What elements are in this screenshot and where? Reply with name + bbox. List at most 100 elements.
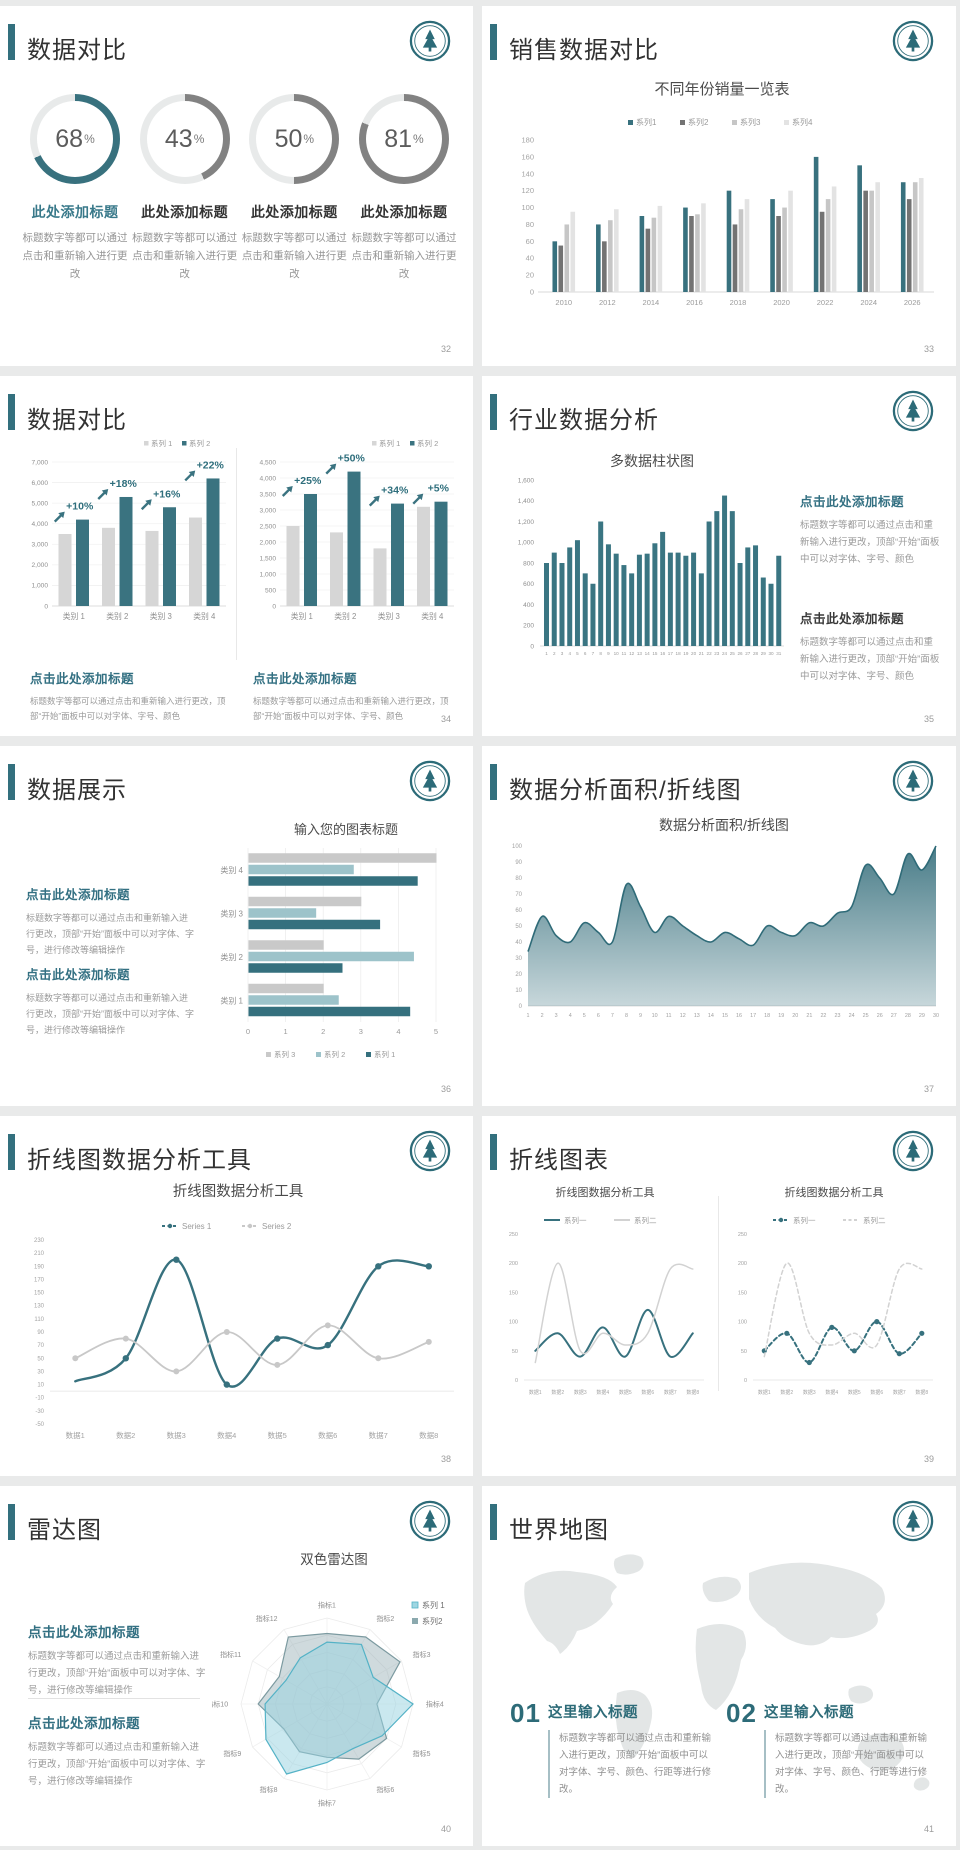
item-title: 这里输入标题 (764, 1705, 854, 1721)
svg-text:400: 400 (523, 602, 534, 609)
svg-text:13: 13 (637, 651, 643, 656)
svg-text:系列 1: 系列 1 (422, 1600, 445, 1610)
svg-text:4: 4 (569, 1013, 572, 1019)
svg-text:2: 2 (553, 651, 556, 656)
slide-title: 行业数据分析 (509, 407, 659, 434)
svg-text:2024: 2024 (860, 298, 877, 307)
donut-percent-sign: % (84, 132, 95, 146)
line-chart: 折线图数据分析工具 Series 1 Series 2 230 210 190 170 150… (12, 1172, 464, 1466)
svg-text:8: 8 (599, 651, 602, 656)
svg-text:指标2: 指标2 (376, 1614, 394, 1623)
school-logo-icon (409, 760, 451, 802)
svg-text:29: 29 (919, 1013, 925, 1019)
svg-text:1: 1 (527, 1013, 530, 1019)
note-body: 标题数字等都可以通过点击和重新输入进行更改，顶部“开始”面板中可以对字体、字号、… (253, 696, 449, 722)
svg-text:0: 0 (519, 1004, 523, 1010)
svg-text:19: 19 (683, 651, 689, 656)
slide-34-data-comparison-bars[interactable]: 数据对比 系列 1 系列 2 0 1,000 2,000 3,000 4,000 5,000 6… (0, 376, 473, 736)
note-body: 标题数字等都可以通过点击和重新输入进行更改，顶部“开始”面板中可以对字体、字号、… (800, 520, 940, 566)
svg-text:0: 0 (246, 1027, 250, 1036)
svg-text:0: 0 (44, 603, 48, 610)
page-number: 37 (923, 1084, 934, 1094)
svg-text:数据8: 数据8 (419, 1430, 438, 1440)
svg-text:18: 18 (676, 651, 682, 656)
slide-35-industry-analysis[interactable]: 行业数据分析 多数据柱状图 0 200 400 600 800 1,000 1,200 1,40… (482, 376, 956, 736)
slide-41-world-map[interactable]: 世界地图 01 这里输入标题 标题数字等都可以通过点击和重新输入进行更改，顶部“… (482, 1486, 956, 1846)
svg-text:30: 30 (768, 651, 774, 656)
slide-33-sales-comparison[interactable]: 销售数据对比 不同年份销量一览表 系列1 系列2 系列3 系列4 0 20 40 60 80 100… (482, 6, 956, 366)
donut-title: 此处添加标题 (31, 204, 119, 220)
slide-37-area-line-chart[interactable]: 数据分析面积/折线图 数据分析面积/折线图 0 10 20 30 40 50 60 70 80 90… (482, 746, 956, 1106)
svg-text:类别 4: 类别 4 (421, 611, 444, 621)
svg-text:31: 31 (776, 651, 782, 656)
svg-text:6: 6 (597, 1013, 600, 1019)
svg-text:指标4: 指标4 (426, 1700, 444, 1709)
svg-text:系列2: 系列2 (688, 117, 709, 127)
school-logo-icon (409, 20, 451, 62)
svg-text:230: 230 (34, 1238, 45, 1244)
slide-title: 数据对比 (27, 407, 127, 434)
svg-text:70: 70 (37, 1343, 44, 1349)
svg-text:26: 26 (877, 1013, 883, 1019)
svg-text:17: 17 (668, 651, 674, 656)
svg-text:指标7: 指标7 (318, 1798, 336, 1807)
svg-text:50: 50 (741, 1349, 747, 1355)
svg-text:数据7: 数据7 (369, 1430, 388, 1440)
donut-title: 此处添加标题 (141, 204, 229, 220)
svg-text:1,000: 1,000 (31, 583, 48, 590)
svg-text:28: 28 (753, 651, 759, 656)
slide-40-radar-chart[interactable]: 雷达图 点击此处添加标题 标题数字等都可以通过点击和重新输入进行更改，顶部“开始… (0, 1486, 473, 1846)
svg-text:1,200: 1,200 (518, 519, 535, 526)
svg-text:2012: 2012 (599, 298, 616, 307)
slide-39-line-charts[interactable]: 折线图表 折线图数据分析工具 系列一 系列二 250 200 150 100 50 0 数据1 数据… (482, 1116, 956, 1476)
svg-text:数据4: 数据4 (596, 1389, 609, 1396)
svg-text:800: 800 (523, 560, 534, 567)
donut-item: 68% 此处添加标题 标题数字等都可以通过点击和重新输入进行更改 (22, 94, 128, 284)
slide-36-data-display[interactable]: 数据展示 点击此处添加标题 标题数字等都可以通过点击和重新输入进行更改，顶部“开… (0, 746, 473, 1106)
donut-item: 81% 此处添加标题 标题数字等都可以通过点击和重新输入进行更改 (351, 94, 457, 284)
donut-value: 81 (384, 124, 413, 153)
svg-text:0: 0 (515, 1378, 518, 1384)
svg-text:22: 22 (707, 651, 713, 656)
svg-text:18: 18 (764, 1013, 770, 1019)
svg-text:指标10: 指标10 (212, 1700, 228, 1709)
school-logo-icon (409, 1130, 451, 1172)
svg-text:24: 24 (849, 1013, 855, 1019)
note-title: 点击此处添加标题 (800, 612, 905, 626)
note-block: 点击此处添加标题 标题数字等都可以通过点击和重新输入进行更改，顶部“开始”面板中… (30, 668, 230, 725)
svg-text:+16%: +16% (153, 488, 181, 500)
svg-text:22: 22 (820, 1013, 826, 1019)
svg-text:数据2: 数据2 (551, 1389, 564, 1396)
svg-text:1,400: 1,400 (518, 498, 535, 505)
svg-text:70: 70 (515, 892, 522, 898)
donut-ring-chart: 81% (358, 94, 449, 184)
svg-text:类别 1: 类别 1 (63, 611, 85, 621)
svg-text:2018: 2018 (730, 298, 747, 307)
svg-text:2,000: 2,000 (31, 562, 48, 569)
svg-text:数据3: 数据3 (574, 1389, 587, 1396)
svg-text:26: 26 (737, 651, 743, 656)
page-number: 36 (440, 1084, 451, 1094)
mini-line-chart-left: 折线图数据分析工具 系列一 系列二 250 200 150 100 50 0 数据1 数据2 数据3 数… (496, 1178, 714, 1430)
svg-text:数据5: 数据5 (619, 1389, 632, 1396)
svg-text:100: 100 (509, 1320, 518, 1326)
svg-text:110: 110 (34, 1317, 44, 1323)
svg-text:50: 50 (37, 1356, 44, 1362)
slide-title: 销售数据对比 (509, 37, 659, 64)
world-map-silhouette (497, 1541, 942, 1826)
svg-text:系列二: 系列二 (863, 1215, 886, 1225)
svg-text:数据8: 数据8 (686, 1389, 699, 1396)
donut-ring-chart: 68% (30, 94, 120, 184)
slide-38-line-analysis-tool[interactable]: 折线图数据分析工具 折线图数据分析工具 Series 1 Series 2 230 21… (0, 1116, 473, 1476)
slide-32-data-comparison[interactable]: 数据对比 68% 此处添加标题 标题数字等都可以通过点击和重新输入进行更改 43… (0, 6, 473, 366)
svg-text:15: 15 (722, 1013, 728, 1019)
horizontal-bar-chart: 输入您的图表标题 0 1 2 3 4 5 类别 4 类别 3 类别 2 类别 1 系列 3 系列 2 系列… (196, 816, 464, 1078)
svg-text:系列 2: 系列 2 (324, 1049, 345, 1059)
slide-title: 折线图表 (509, 1147, 609, 1174)
note-block: 点击此处添加标题 标题数字等都可以通过点击和重新输入进行更改，顶部“开始”面板中… (800, 608, 942, 685)
svg-text:50: 50 (515, 924, 522, 930)
svg-text:23: 23 (835, 1013, 841, 1019)
svg-text:21: 21 (699, 651, 705, 656)
svg-text:7: 7 (592, 651, 595, 656)
